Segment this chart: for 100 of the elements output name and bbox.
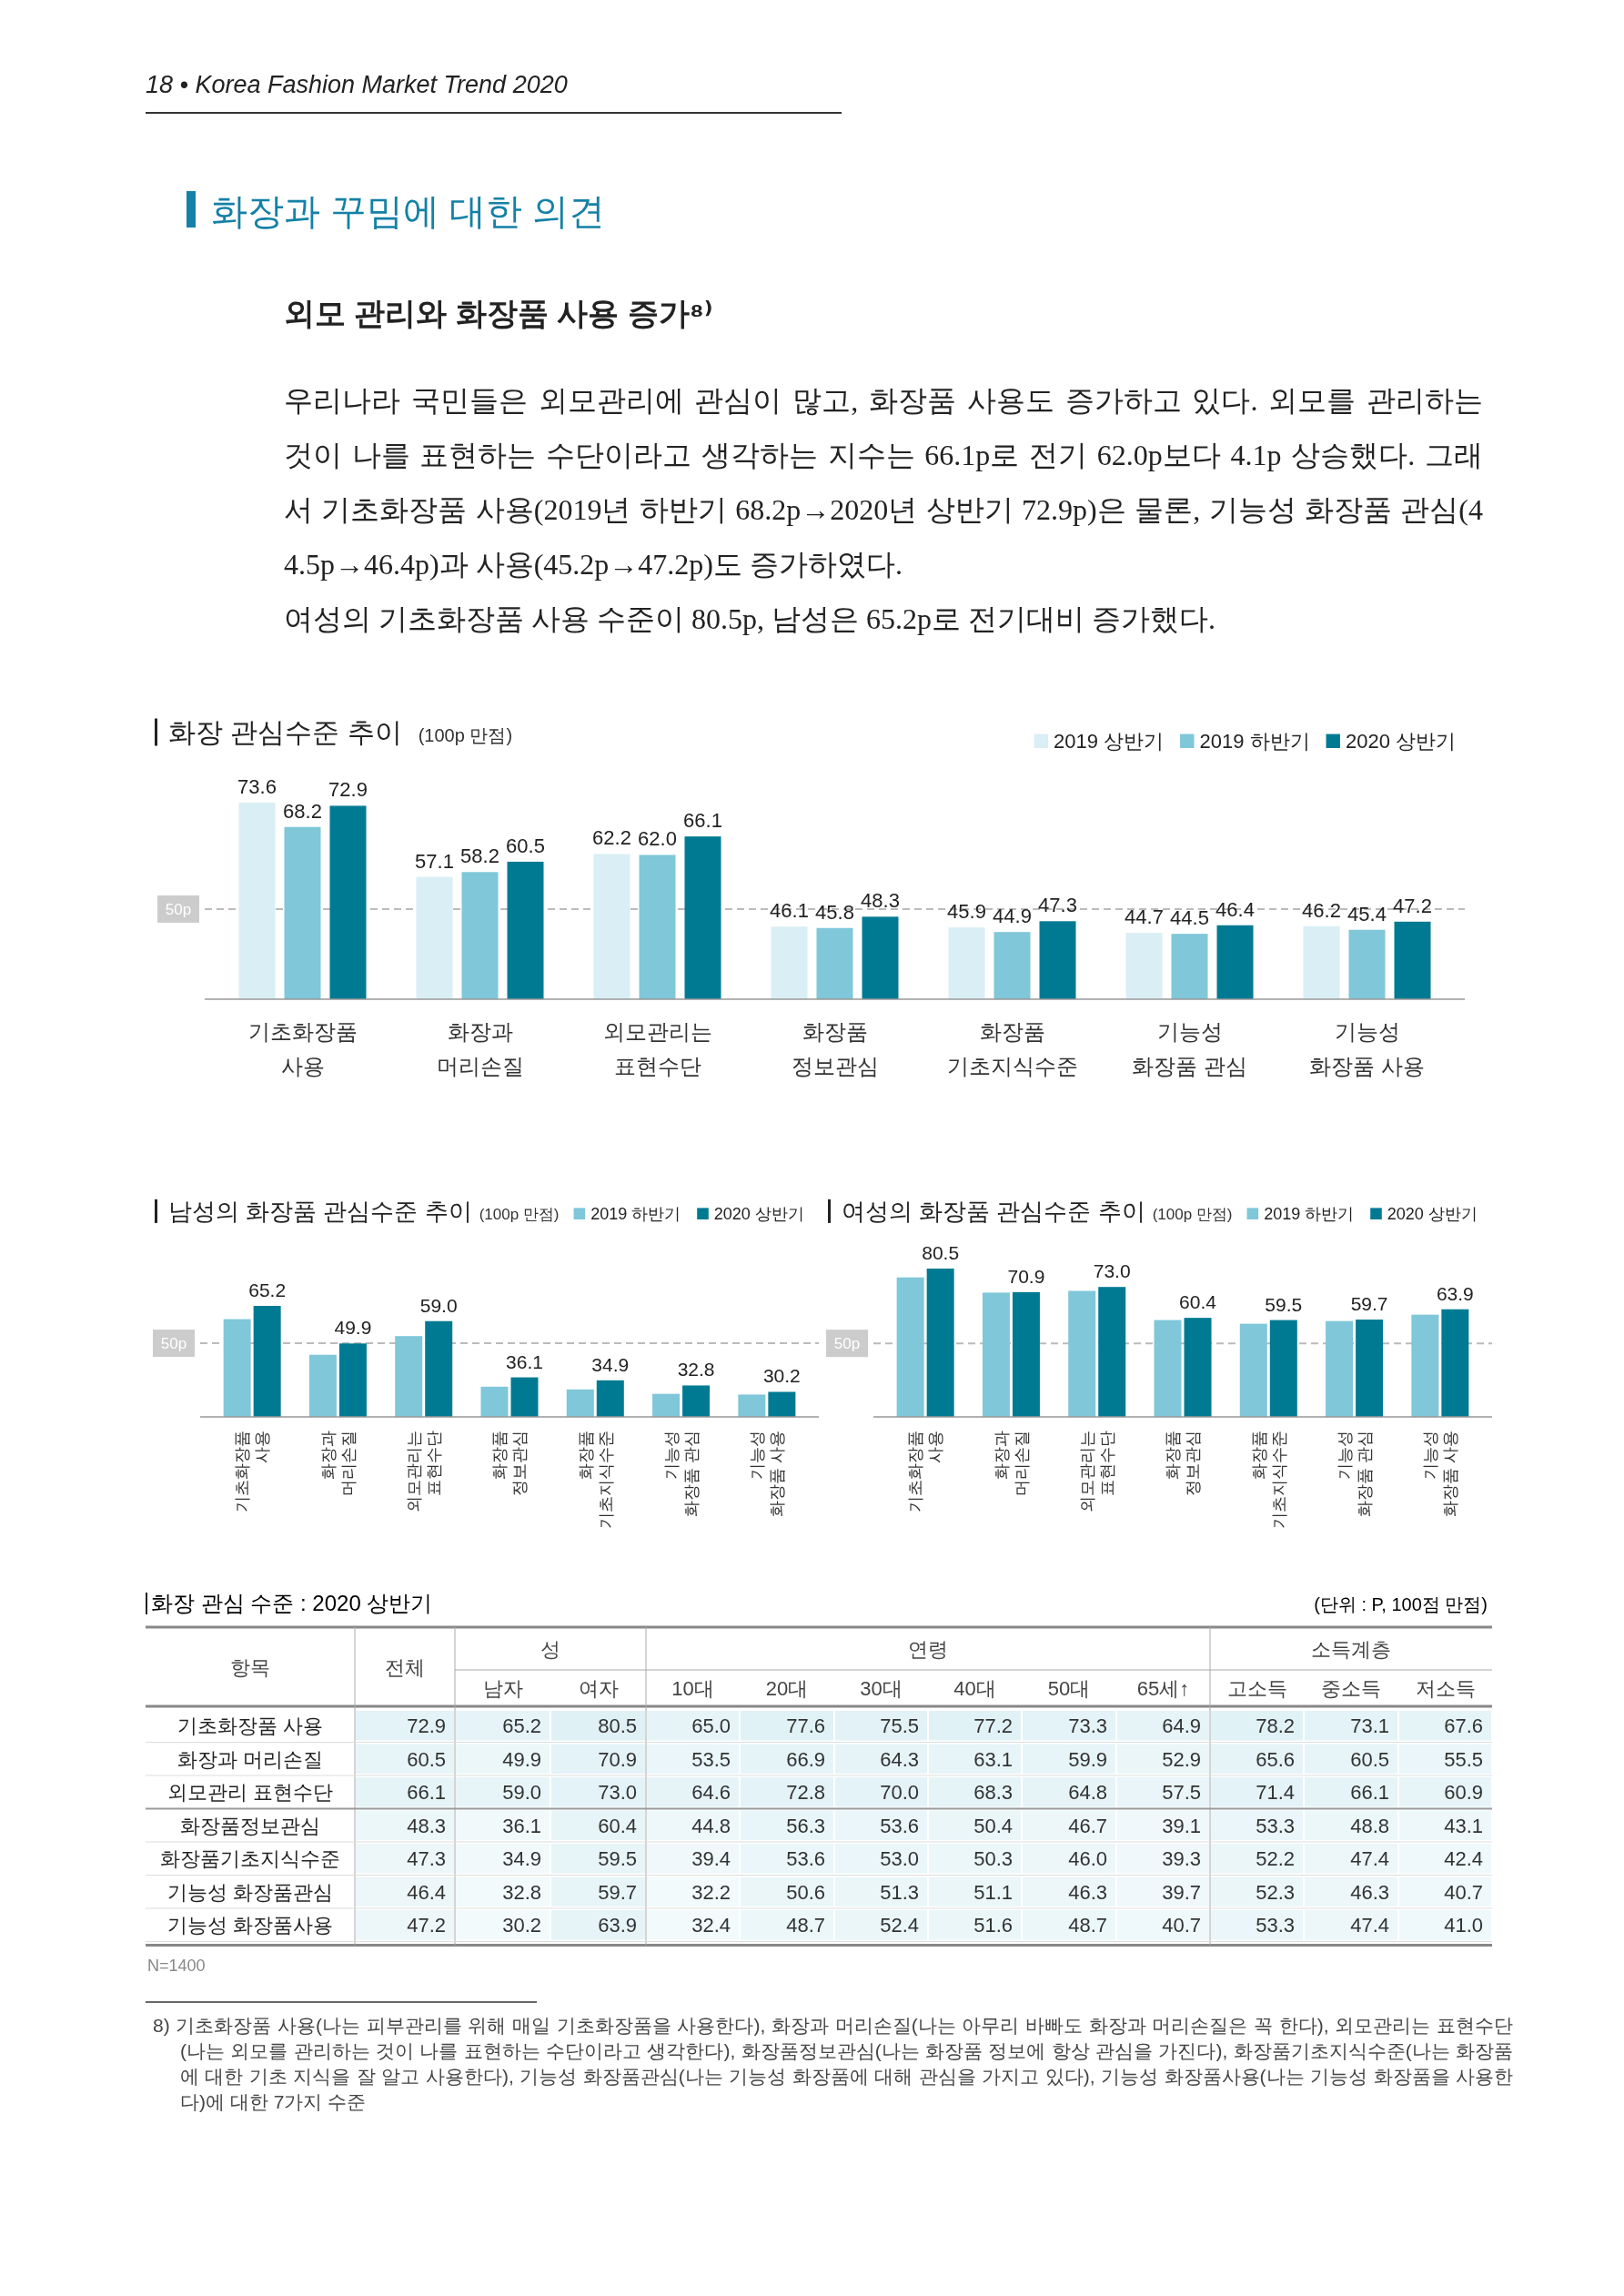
data-label: 66.1 — [407, 1781, 446, 1805]
data-label: 36.1 — [506, 1350, 543, 1372]
data-label: 75.5 — [880, 1714, 919, 1738]
data-label: 53.3 — [1256, 1814, 1295, 1837]
data-label: 77.2 — [973, 1714, 1013, 1738]
legend-label: 2020 상반기 — [1345, 730, 1456, 753]
data-label: 43.1 — [1444, 1814, 1483, 1837]
data-label: 46.4 — [407, 1880, 446, 1904]
data-label: 60.9 — [1444, 1781, 1483, 1805]
text: 우리나라 국민들은 외모관리에 관심이 많고, 화장품 사용도 증가하고 있다. 외모를 관리하는 것이 나를 표현하는 수단이라고 생각하는 지수는 66.1p로 전기 62.0p보다 4.1p 상승했다. 그래서 기초화장품 사용(2019년 하반기 68.2p→2020년 상반기 72.9p)은 물론, 기능성 화장품 관심(44.5p→46.4p)과 사용(45.2p→47.2p)도 증가하였다. 여성의 기초화장품 사용 수준이 80.5p, 남성은 65.2p로 전기대비 증가했다. — [284, 383, 1484, 637]
chart-subtitle: (100p 만점) — [479, 1206, 560, 1223]
data-label: 46.3 — [1350, 1880, 1389, 1904]
y-tick-label: 화장품기초지식수준 — [160, 1847, 340, 1871]
data-label: 64.9 — [1162, 1714, 1201, 1738]
text: 18 • Korea Fashion Market Trend 2020 — [146, 71, 569, 99]
data-label: 59.7 — [1350, 1293, 1388, 1315]
data-label: 41.0 — [1444, 1914, 1483, 1937]
legend-label: 2019 상반기 — [1054, 730, 1165, 753]
x-tick-label: 기능성 화장품 사용 — [1421, 1431, 1460, 1518]
data-label: 59.9 — [1068, 1747, 1107, 1771]
x-tick-label: 저소득 — [1415, 1677, 1476, 1700]
text: 항목 — [230, 1655, 270, 1679]
legend-label: 2019 하반기 — [590, 1205, 681, 1223]
data-label: 66.9 — [786, 1747, 825, 1771]
y-tick-label: 기능성 화장품사용 — [166, 1914, 334, 1937]
data-label: 60.4 — [598, 1814, 637, 1837]
data-label: 40.7 — [1444, 1880, 1483, 1904]
data-label: 53.6 — [880, 1814, 919, 1837]
data-label: 53.3 — [1256, 1914, 1295, 1937]
data-label: 47.4 — [1350, 1914, 1389, 1937]
x-tick-label: 외모관리는 표현수단 — [405, 1431, 444, 1512]
data-label: 53.0 — [880, 1847, 919, 1871]
data-label: 47.4 — [1350, 1847, 1389, 1871]
x-tick-label: 기능성 화장품 사용 — [748, 1431, 787, 1518]
data-label: 42.4 — [1444, 1847, 1483, 1871]
data-label: 39.4 — [691, 1847, 731, 1871]
data-label: 70.9 — [1007, 1265, 1045, 1287]
x-tick-label: 전체 — [385, 1655, 425, 1679]
data-label: 45.8 — [815, 900, 854, 924]
data-label: 48.3 — [407, 1814, 446, 1837]
y-tick-label: 외모관리 표현수단 — [166, 1781, 334, 1805]
data-label: 73.3 — [1068, 1714, 1107, 1738]
data-label: 65.6 — [1256, 1747, 1295, 1771]
x-tick-label: 기능성 화장품 관심 — [661, 1431, 701, 1518]
y-tick-label: 화장품정보관심 — [180, 1814, 320, 1837]
data-label: 39.1 — [1162, 1814, 1201, 1837]
x-tick-label: 10대 — [671, 1677, 714, 1700]
data-label: 52.2 — [1256, 1847, 1295, 1871]
data-label: 39.3 — [1162, 1847, 1201, 1871]
data-label: 44.7 — [1125, 905, 1164, 929]
data-label: 63.9 — [598, 1914, 637, 1937]
data-label: 32.8 — [502, 1880, 541, 1904]
data-label: 60.5 — [1350, 1747, 1389, 1771]
data-label: 39.7 — [1162, 1880, 1201, 1904]
data-label: 48.8 — [1350, 1814, 1389, 1837]
data-label: 32.2 — [691, 1880, 731, 1904]
x-tick-label: 중소득 — [1321, 1677, 1381, 1700]
data-label: 57.5 — [1162, 1781, 1201, 1805]
data-label: 59.5 — [1265, 1293, 1303, 1315]
data-label: 80.5 — [598, 1714, 637, 1738]
data-label: 44.9 — [993, 905, 1032, 928]
x-tick-label: 여자 — [578, 1677, 619, 1700]
data-label: 68.2 — [283, 799, 322, 823]
data-label: 32.4 — [691, 1914, 731, 1937]
data-label: 34.9 — [502, 1847, 541, 1871]
data-label: 46.1 — [770, 899, 809, 923]
x-tick-label: 기능성 화장품 사용 — [1309, 1019, 1425, 1078]
data-label: 44.5 — [1170, 906, 1209, 930]
text: N=1400 — [147, 1956, 206, 1975]
data-label: 70.0 — [880, 1781, 919, 1805]
x-tick-label: 65세↑ — [1136, 1677, 1190, 1700]
data-label: 59.0 — [419, 1294, 458, 1316]
data-label: 59.0 — [502, 1781, 541, 1805]
data-label: 72.8 — [786, 1781, 825, 1805]
x-tick-label: 기능성 화장품 관심 — [1335, 1431, 1374, 1518]
data-label: 65.0 — [691, 1714, 731, 1738]
data-label: 65.2 — [248, 1279, 287, 1300]
x-tick-label: 외모관리는 표현수단 — [1078, 1431, 1117, 1512]
x-tick-label: 화장품 기초지식수준 — [576, 1431, 615, 1529]
data-label: 30.2 — [762, 1365, 801, 1387]
text: 외모 관리와 화장품 사용 증가⁸⁾ — [284, 295, 714, 332]
data-label: 45.9 — [947, 900, 986, 924]
data-label: 71.4 — [1256, 1781, 1295, 1805]
data-label: 77.6 — [786, 1714, 825, 1738]
data-label: 66.1 — [1350, 1781, 1389, 1805]
data-label: 60.4 — [1179, 1291, 1217, 1313]
data-label: 80.5 — [922, 1242, 960, 1263]
data-label: 46.7 — [1068, 1814, 1107, 1837]
x-tick-label: 40대 — [953, 1677, 996, 1700]
x-tick-label: 50대 — [1047, 1677, 1091, 1700]
data-label: 46.0 — [1068, 1847, 1107, 1871]
data-label: 73.6 — [237, 775, 277, 798]
data-label: 47.3 — [1038, 894, 1077, 917]
data-label: 57.1 — [415, 849, 454, 873]
y-tick-label: 기능성 화장품관심 — [166, 1880, 334, 1904]
data-label: 47.2 — [1393, 894, 1432, 917]
data-label: 72.9 — [328, 778, 368, 802]
chart-title: 화장 관심 수준 : 2020 상반기 — [151, 1591, 433, 1615]
chart-title: 화장 관심수준 추이 — [168, 717, 402, 747]
data-label: 70.9 — [598, 1747, 637, 1771]
